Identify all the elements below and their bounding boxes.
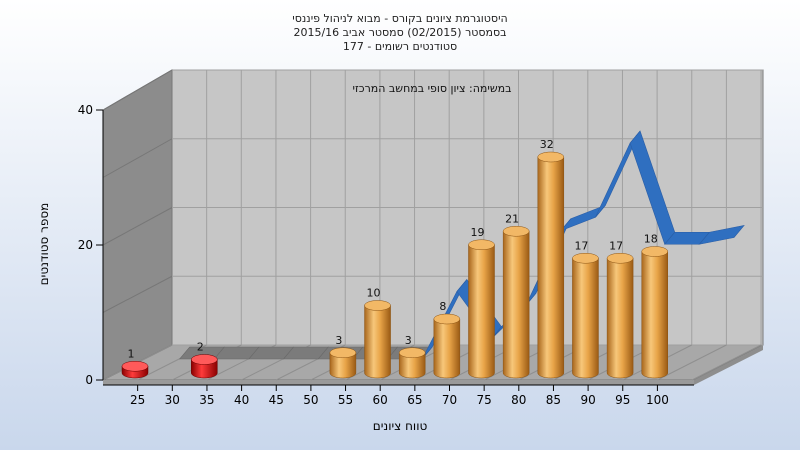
bar xyxy=(502,226,530,379)
bar xyxy=(364,300,391,379)
bar-body xyxy=(572,258,599,379)
bar-body xyxy=(329,352,357,379)
grid-line-floor xyxy=(657,344,727,381)
bar xyxy=(121,361,149,379)
bar-top xyxy=(329,347,357,358)
bar-value-label: 21 xyxy=(505,212,519,225)
x-tick-label: 55 xyxy=(338,393,353,407)
x-tick-label: 25 xyxy=(130,393,145,407)
bar xyxy=(191,354,218,379)
x-tick-label: 45 xyxy=(269,393,284,407)
bar-value-label: 17 xyxy=(609,239,623,252)
plot-side-wall xyxy=(102,69,173,381)
bar xyxy=(606,253,634,379)
bar-body xyxy=(468,244,495,379)
x-axis: 25 30 35 40 45 50 55 60 65 70 75 80 85 90 95 100 xyxy=(103,384,694,407)
x-tick-label: 90 xyxy=(580,393,595,407)
bar-value-label: 8 xyxy=(439,300,446,313)
bar-labels-layer: 1 2 3 10 3 8 19 21 32 17 17 18 xyxy=(128,138,658,360)
grid-line-side xyxy=(102,207,173,246)
bar-top xyxy=(641,246,668,257)
bar-top xyxy=(433,313,461,325)
y-axis: 0 20 40 xyxy=(78,103,104,387)
bar-body xyxy=(641,251,668,379)
x-tick-label: 30 xyxy=(165,393,180,407)
bar-value-label: 19 xyxy=(471,226,485,239)
bars-layer xyxy=(121,151,668,379)
bar-body xyxy=(191,359,218,379)
bar-top xyxy=(398,347,426,358)
x-axis-title: טווח ציונים xyxy=(373,419,428,433)
bar-body xyxy=(606,258,634,379)
bar xyxy=(329,347,357,379)
bar-value-label: 1 xyxy=(128,347,135,360)
y-tick-label: 20 xyxy=(78,238,93,252)
bar-value-label: 2 xyxy=(197,341,204,354)
chart-title-line-1: היסטוגרמת ציונים בקורס - מבוא לניהול פינ… xyxy=(292,12,507,25)
chart-title-line-2: בסמסטר (02/2015) סמסטר אביב 2015/16 xyxy=(293,26,506,39)
y-tick-label: 0 xyxy=(85,373,93,387)
bar-value-label: 3 xyxy=(405,334,412,347)
x-tick-label: 80 xyxy=(511,393,526,407)
x-tick-label: 100 xyxy=(646,393,669,407)
bar-value-label: 17 xyxy=(574,239,588,252)
bar-top xyxy=(468,239,495,250)
x-tick-label: 65 xyxy=(407,393,422,407)
x-tick-label: 85 xyxy=(546,393,561,407)
bar-top xyxy=(572,253,599,264)
bar-top xyxy=(191,354,218,365)
chart-title-line-3: 177 - סטודנטים רשומים xyxy=(343,40,457,53)
chart-annotation: במשימה: ציון סופי במחשב המרכזי xyxy=(352,82,511,95)
bar xyxy=(641,246,668,379)
bar-top xyxy=(364,300,391,311)
x-tick-label: 60 xyxy=(373,393,388,407)
grid-line-side xyxy=(102,69,173,111)
ribbon-segment xyxy=(698,225,745,245)
bar-value-label: 10 xyxy=(367,287,381,300)
bar-value-label: 18 xyxy=(644,233,658,246)
bar-top xyxy=(502,226,530,237)
bar-body xyxy=(364,305,391,379)
x-tick-label: 35 xyxy=(199,393,214,407)
x-tick-label: 50 xyxy=(303,393,318,407)
grid-line-side xyxy=(102,275,173,313)
bar-value-label: 32 xyxy=(540,138,554,151)
bar xyxy=(468,239,495,379)
y-axis-title: מספר סטודנטים xyxy=(37,203,51,286)
bar xyxy=(537,151,565,379)
y-tick-label: 40 xyxy=(78,103,93,117)
bar xyxy=(433,313,461,379)
x-tick-label: 95 xyxy=(615,393,630,407)
bar-body xyxy=(398,352,426,379)
x-tick-label: 70 xyxy=(442,393,457,407)
bar-body xyxy=(433,318,461,379)
bar xyxy=(572,253,599,379)
bar-body xyxy=(502,231,530,379)
bar-top xyxy=(537,151,565,163)
bar-value-label: 3 xyxy=(335,334,342,347)
plot-floor-edge xyxy=(103,380,694,385)
bar-body xyxy=(537,156,565,379)
bar xyxy=(398,347,426,379)
bar-top xyxy=(606,253,634,264)
bar-top xyxy=(121,361,149,372)
grid-line-side xyxy=(102,138,173,178)
grid-line-floor xyxy=(691,344,762,381)
x-tick-label: 40 xyxy=(234,393,249,407)
plot-floor-edge-right xyxy=(694,345,763,385)
x-tick-label: 75 xyxy=(477,393,492,407)
